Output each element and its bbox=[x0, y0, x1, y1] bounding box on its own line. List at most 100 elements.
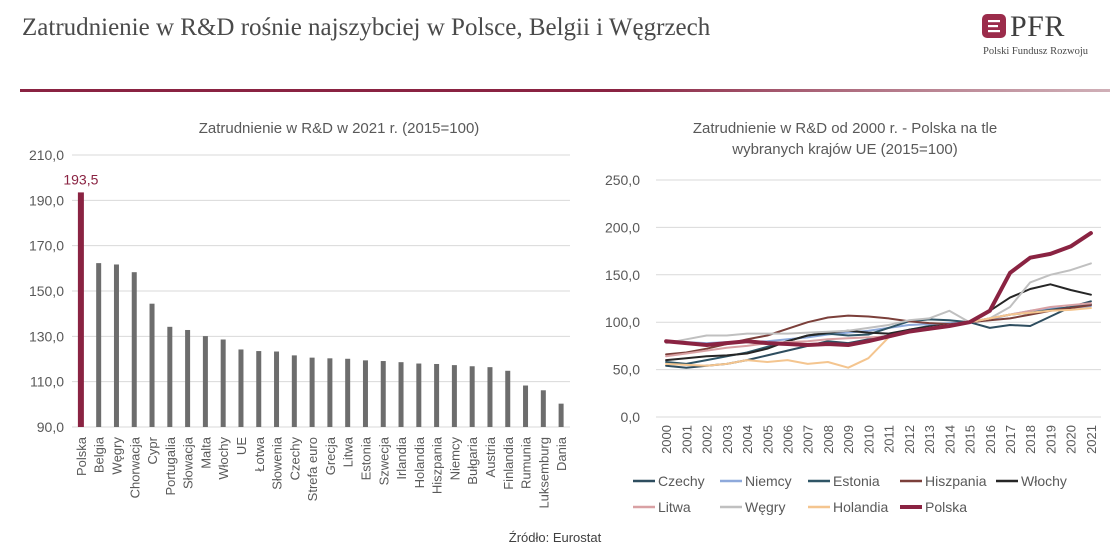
bar-malta bbox=[202, 336, 208, 427]
bar-polska bbox=[77, 192, 84, 427]
bar-irlandia bbox=[398, 362, 404, 427]
line-ytick-label: 0,0 bbox=[621, 409, 641, 425]
line-xtick-label: 2003 bbox=[720, 425, 735, 454]
series-line-holandia bbox=[665, 307, 1092, 369]
bar-chorwacja bbox=[131, 272, 137, 427]
bar-ytick-label: 170,0 bbox=[29, 238, 64, 254]
bar-category-label: Hiszpania bbox=[430, 436, 445, 494]
line-ytick-label: 150,0 bbox=[605, 267, 640, 283]
line-ytick-label: 250,0 bbox=[605, 172, 640, 188]
bar-category-label: Malta bbox=[198, 436, 213, 469]
bar-czechy bbox=[291, 355, 297, 427]
bar-dania bbox=[558, 403, 564, 427]
series-line-polska bbox=[664, 231, 1093, 347]
bar-hiszpania bbox=[434, 363, 440, 427]
line-xtick-label: 2002 bbox=[700, 425, 715, 454]
bar-chart-title: Zatrudnienie w R&D w 2021 r. (2015=100) bbox=[199, 120, 480, 137]
legend-label: Estonia bbox=[833, 473, 880, 489]
bar-category-label: Strefa euro bbox=[305, 437, 320, 501]
legend-label: Hiszpania bbox=[925, 473, 987, 489]
line-xtick-label: 2004 bbox=[740, 425, 755, 454]
pfr-logo: PFR Polski Fundusz Rozwoju bbox=[982, 10, 1102, 62]
bar-data-label: 193,5 bbox=[63, 171, 98, 187]
bar-category-label: Słowenia bbox=[270, 436, 285, 490]
line-chart-title: Zatrudnienie w R&D od 2000 r. - Polska n… bbox=[693, 120, 997, 137]
line-xtick-label: 2016 bbox=[983, 425, 998, 454]
bar-szwecja bbox=[380, 361, 386, 427]
line-xtick-label: 2012 bbox=[902, 425, 917, 454]
line-xtick-label: 2001 bbox=[679, 425, 694, 454]
bar-ytick-label: 150,0 bbox=[29, 283, 64, 299]
bar-category-label: Portugalia bbox=[163, 436, 178, 495]
line-xtick-label: 2021 bbox=[1084, 425, 1099, 454]
logo-text: PFR bbox=[1010, 10, 1065, 43]
bar-słowacja bbox=[185, 329, 191, 427]
bar-bułgaria bbox=[469, 366, 475, 427]
line-xtick-label: 2010 bbox=[861, 425, 876, 454]
bar-węgry bbox=[113, 264, 119, 427]
header-divider bbox=[20, 89, 1110, 92]
bar-category-label: Niemcy bbox=[447, 437, 462, 481]
bar-ytick-label: 190,0 bbox=[29, 192, 64, 208]
bar-ytick-label: 130,0 bbox=[29, 328, 64, 344]
bar-category-label: Irlandia bbox=[394, 436, 409, 479]
line-xtick-label: 2006 bbox=[780, 425, 795, 454]
bar-strefa-euro bbox=[309, 357, 315, 427]
bar-category-label: Finlandia bbox=[501, 436, 516, 490]
bar-category-label: Litwa bbox=[341, 436, 356, 467]
bar-category-label: Luksemburg bbox=[536, 437, 551, 509]
bar-luksemburg bbox=[540, 390, 546, 427]
bar-ytick-label: 90,0 bbox=[37, 419, 64, 435]
legend-item-hiszpania: Hiszpania bbox=[900, 473, 987, 489]
legend-item-holandia: Holandia bbox=[808, 499, 888, 515]
line-xtick-label: 2014 bbox=[942, 425, 957, 454]
bar-niemcy bbox=[451, 365, 457, 427]
legend-item-polska: Polska bbox=[900, 499, 967, 515]
legend-item-niemcy: Niemcy bbox=[720, 473, 792, 489]
bar-ue bbox=[238, 349, 244, 427]
line-xtick-label: 2019 bbox=[1043, 425, 1058, 454]
line-xtick-label: 2011 bbox=[882, 425, 897, 453]
bar-category-label: Estonia bbox=[358, 436, 373, 480]
bar-holandia bbox=[416, 363, 422, 427]
legend-label: Czechy bbox=[658, 473, 705, 489]
legend-item-czechy: Czechy bbox=[633, 473, 705, 489]
bar-category-label: Chorwacja bbox=[127, 436, 142, 498]
logo-subtitle: Polski Fundusz Rozwoju bbox=[983, 46, 1089, 57]
bar-category-label: Czechy bbox=[287, 437, 302, 481]
bar-litwa bbox=[345, 358, 351, 427]
bar-łotwa bbox=[256, 351, 262, 427]
bar-category-label: Grecja bbox=[323, 436, 338, 475]
series-line-węgry bbox=[665, 262, 1092, 345]
page-title: Zatrudnienie w R&D rośnie najszybciej w … bbox=[22, 14, 711, 41]
legend-label: Litwa bbox=[658, 499, 691, 515]
bar-category-label: Austria bbox=[483, 436, 498, 477]
line-xtick-label: 2005 bbox=[760, 425, 775, 454]
bar-finlandia bbox=[505, 370, 511, 427]
bar-austria bbox=[487, 367, 493, 427]
line-chart-title: wybranych krajów UE (2015=100) bbox=[731, 141, 958, 158]
bar-category-label: Rumunia bbox=[519, 436, 534, 489]
legend-label: Niemcy bbox=[745, 473, 792, 489]
legend-item-estonia: Estonia bbox=[808, 473, 880, 489]
line-ytick-label: 200,0 bbox=[605, 219, 640, 235]
bar-słowenia bbox=[274, 351, 280, 427]
bar-category-label: Holandia bbox=[412, 436, 427, 488]
bar-category-label: Cypr bbox=[145, 436, 160, 464]
bar-category-label: Belgia bbox=[92, 436, 107, 473]
legend-label: Włochy bbox=[1021, 473, 1067, 489]
line-xtick-label: 2008 bbox=[821, 425, 836, 454]
bar-category-label: UE bbox=[234, 437, 249, 455]
bar-category-label: Polska bbox=[74, 436, 89, 476]
line-xtick-label: 2015 bbox=[963, 425, 978, 454]
bar-portugalia bbox=[167, 326, 173, 427]
bar-estonia bbox=[362, 360, 368, 427]
legend-label: Węgry bbox=[745, 499, 785, 515]
bar-belgia bbox=[96, 263, 102, 427]
legend-item-litwa: Litwa bbox=[633, 499, 691, 515]
bar-category-label: Słowacja bbox=[181, 436, 196, 489]
bar-włochy bbox=[220, 339, 226, 427]
line-ytick-label: 50,0 bbox=[613, 362, 640, 378]
line-xtick-label: 2020 bbox=[1064, 425, 1079, 454]
